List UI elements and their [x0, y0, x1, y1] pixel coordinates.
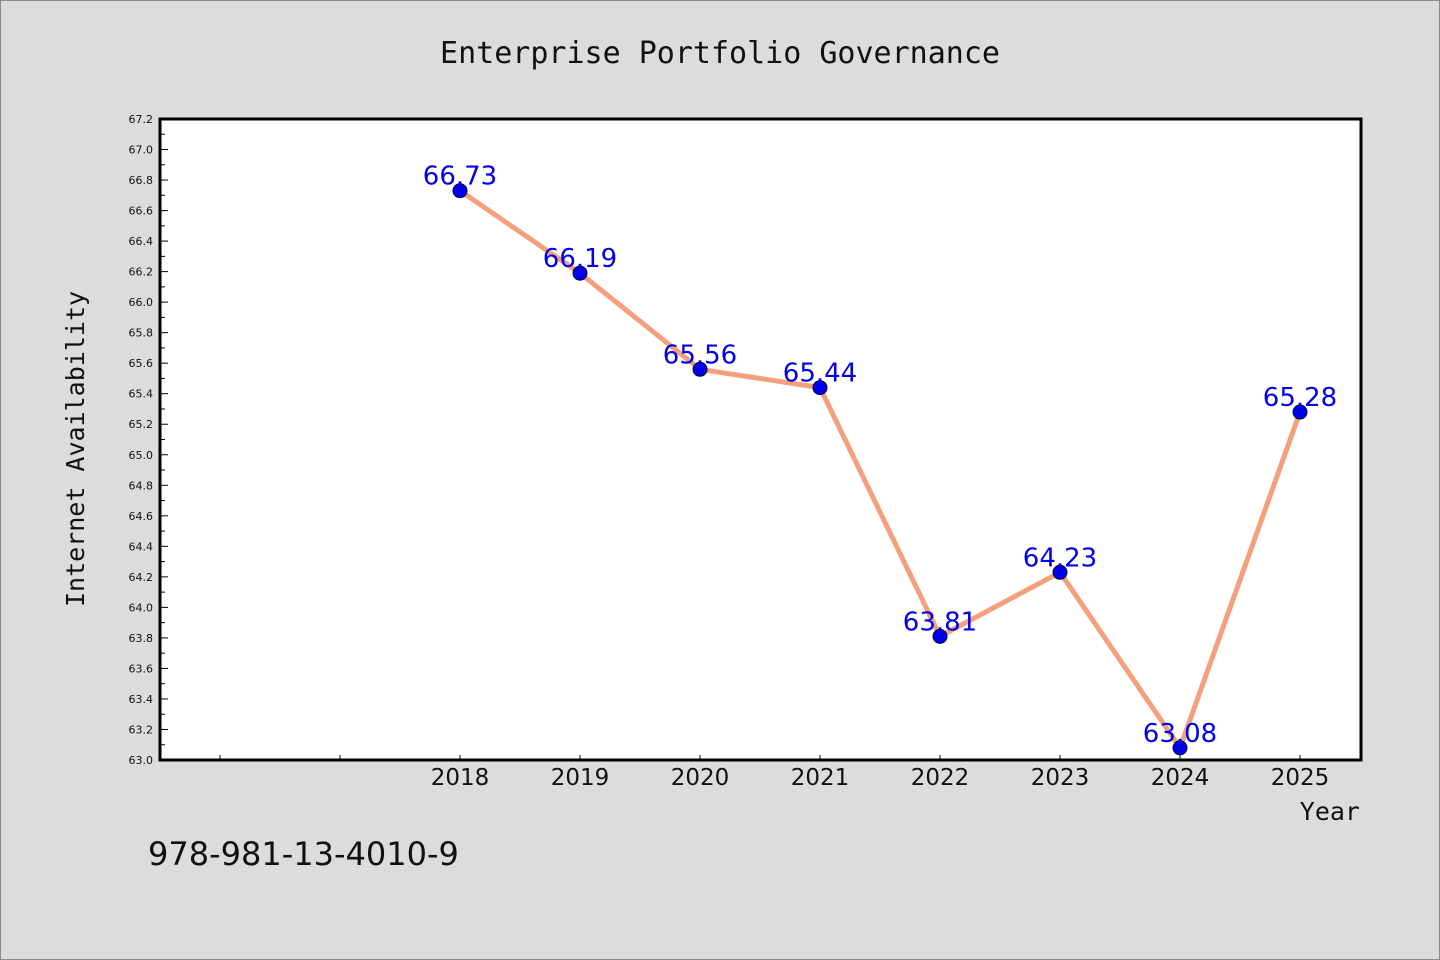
- data-point: [1292, 404, 1308, 420]
- x-tick-label: 2023: [1031, 765, 1090, 791]
- isbn-text: 978-981-13-4010-9: [148, 835, 459, 873]
- chart-title: Enterprise Portfolio Governance: [440, 36, 1000, 71]
- y-tick-label: 67.2: [129, 113, 154, 126]
- data-label: 63.81: [903, 607, 977, 637]
- y-tick-label: 65.8: [129, 327, 154, 340]
- data-point: [692, 361, 708, 377]
- x-tick-label: 2022: [911, 765, 970, 791]
- y-tick-label: 66.6: [129, 205, 154, 218]
- data-label: 65.56: [663, 340, 737, 370]
- y-tick-label: 63.8: [129, 632, 154, 645]
- data-point: [1172, 740, 1188, 756]
- y-tick-label: 63.2: [129, 723, 154, 736]
- x-tick-label: 2024: [1151, 765, 1210, 791]
- plot-area: [158, 117, 1363, 762]
- x-axis-ticks: 2018 2019 2020 2021 2022 2023 2024 2025: [219, 755, 1330, 791]
- y-tick-label: 64.6: [129, 510, 154, 523]
- data-markers: [452, 183, 1308, 756]
- x-tick-label: 2020: [671, 765, 730, 791]
- y-tick-label: 66.2: [129, 266, 154, 279]
- x-tick-label: 2021: [791, 765, 850, 791]
- x-tick-label: 2025: [1271, 765, 1330, 791]
- x-tick-label: 2019: [551, 765, 610, 791]
- data-point: [932, 628, 948, 644]
- y-tick-label: 63.6: [129, 662, 154, 675]
- x-axis-label: Year: [1300, 797, 1360, 826]
- y-tick-label: 65.0: [129, 449, 154, 462]
- data-label: 63.08: [1143, 719, 1217, 749]
- y-tick-label: 63.4: [129, 693, 154, 706]
- data-point: [1052, 564, 1068, 580]
- data-labels: 66.73 66.19 65.56 65.44 63.81 64.23 63.08 65.28: [423, 162, 1337, 749]
- data-label: 66.19: [543, 244, 617, 274]
- y-tick-label: 67.0: [129, 144, 154, 157]
- series-line: [457, 188, 1303, 751]
- data-label: 65.44: [783, 359, 857, 389]
- data-point: [452, 183, 468, 199]
- y-axis-label: Internet Availability: [61, 291, 90, 607]
- y-tick-label: 65.4: [129, 388, 154, 401]
- y-tick-label: 63.0: [129, 754, 154, 767]
- y-tick-label: 66.8: [129, 174, 154, 187]
- data-label: 66.73: [423, 162, 497, 192]
- series-line-group: [457, 188, 1303, 751]
- data-point: [812, 380, 828, 396]
- y-tick-label: 66.4: [129, 235, 154, 248]
- y-axis-ticks: 63.0 63.2 63.4 63.6 63.8 64.0 64.2 64.4 64.6 64.8…: [129, 113, 168, 767]
- y-tick-label: 64.0: [129, 601, 154, 614]
- y-tick-label: 64.2: [129, 571, 154, 584]
- x-tick-label: 2018: [431, 765, 490, 791]
- data-label: 64.23: [1023, 543, 1097, 573]
- data-point: [572, 265, 588, 281]
- y-tick-label: 65.2: [129, 418, 154, 431]
- y-tick-label: 64.4: [129, 540, 154, 553]
- y-tick-label: 65.6: [129, 357, 154, 370]
- y-tick-label: 66.0: [129, 296, 154, 309]
- data-label: 65.28: [1263, 383, 1337, 413]
- y-tick-label: 64.8: [129, 479, 154, 492]
